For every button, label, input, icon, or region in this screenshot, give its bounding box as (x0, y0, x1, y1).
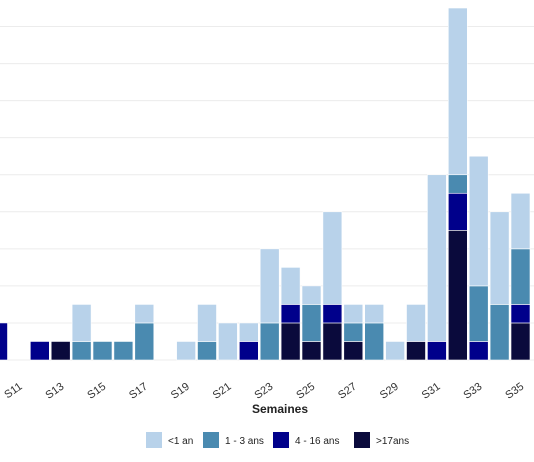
bar-segment-S30 (406, 341, 426, 361)
legend-label: >17ans (376, 436, 409, 447)
bar-segment-S35 (510, 322, 531, 361)
x-tick-label: S25 (294, 381, 317, 402)
legend-swatch (146, 432, 162, 448)
x-tick-label: S15 (85, 381, 108, 402)
bar-segment-S24 (280, 267, 301, 305)
x-axis-title: Semaines (252, 402, 308, 416)
legend-swatch (273, 432, 289, 448)
bar-segment-S32 (447, 192, 468, 231)
legend-label: 1 - 3 ans (225, 436, 264, 447)
bar-segment-S33 (468, 341, 489, 361)
bar-segment-S14 (71, 341, 92, 361)
bar-segment-S29 (385, 341, 405, 361)
x-tick-label: S11 (2, 381, 24, 402)
bar-segment-S22 (239, 322, 259, 342)
bar-segment-S22 (239, 341, 259, 361)
bar-segment-S25 (301, 341, 322, 361)
bar-segment-S17 (134, 304, 155, 324)
bar-segment-S32 (447, 7, 468, 176)
x-tick-label: S13 (44, 381, 67, 402)
x-tick-label: S23 (253, 381, 276, 402)
bar-segment-S24 (280, 304, 301, 324)
x-tick-label: S31 (420, 381, 443, 402)
bar-segment-S30 (406, 304, 426, 342)
bar-segment-S35 (510, 304, 531, 324)
bar-segment-S31 (427, 341, 447, 361)
bar-segment-S28 (364, 322, 385, 361)
bar-segment-S25 (301, 304, 322, 342)
bar-segment-S27 (343, 341, 364, 361)
bar-segment-S25 (301, 285, 322, 305)
bar-segment-S26 (322, 322, 343, 361)
legend: <1 an 1 - 3 ans 4 - 16 ans >17ans (146, 432, 409, 448)
legend-label: 4 - 16 ans (295, 436, 339, 447)
bar-segment-S17 (134, 322, 155, 361)
bar-segment-S34 (489, 304, 510, 361)
bar-segment-S26 (322, 304, 343, 324)
legend-label: <1 an (168, 436, 193, 447)
legend-swatch (354, 432, 370, 448)
x-tick-label: S29 (378, 381, 401, 402)
bar-segment-S19 (176, 341, 196, 361)
bar-segment-S32 (447, 174, 468, 194)
x-tick-label: S17 (127, 381, 150, 402)
bar-segment-S27 (343, 322, 364, 342)
bars-layer (0, 7, 531, 361)
x-tick-labels: S11 S13 S15 S17 S19 S21 S23 S25 S27 S29 S31 S33 S35 (2, 381, 526, 402)
bar-segment-S31 (427, 174, 447, 342)
bar-segment-S27 (343, 304, 364, 324)
x-tick-label: S35 (503, 381, 526, 402)
x-tick-label: S33 (462, 381, 485, 402)
bar-segment-S10 (0, 322, 8, 361)
bar-segment-S35 (510, 248, 531, 305)
bar-segment-S16 (113, 341, 134, 361)
bar-segment-S32 (447, 230, 468, 361)
bar-segment-S34 (489, 211, 510, 305)
bar-segment-S35 (510, 192, 531, 250)
x-tick-label: S19 (169, 381, 192, 402)
bar-segment-S21 (218, 322, 238, 361)
bar-segment-S33 (468, 155, 489, 287)
bar-segment-S23 (259, 322, 280, 361)
x-tick-label: S27 (336, 381, 359, 402)
bar-segment-S20 (197, 304, 217, 342)
bar-segment-S26 (322, 211, 343, 305)
bar-segment-S12 (29, 341, 50, 361)
x-tick-label: S21 (211, 381, 234, 402)
bar-segment-S33 (468, 285, 489, 342)
bar-segment-S20 (197, 341, 217, 361)
bar-segment-S15 (92, 341, 113, 361)
bar-segment-S13 (50, 341, 71, 361)
bar-segment-S28 (364, 304, 385, 324)
bar-segment-S14 (71, 304, 92, 342)
bar-segment-S23 (259, 248, 280, 324)
bar-segment-S24 (280, 322, 301, 361)
legend-swatch (203, 432, 219, 448)
